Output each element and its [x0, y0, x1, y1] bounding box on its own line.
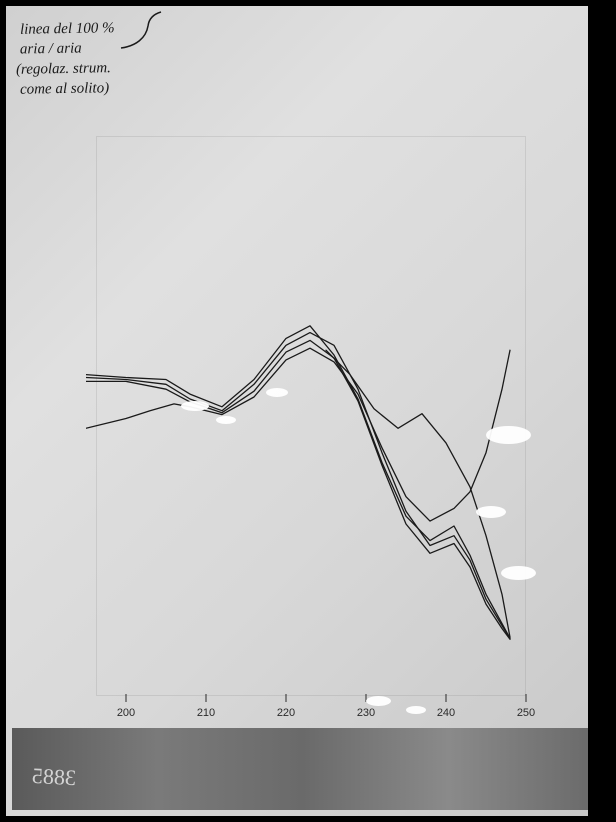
trace-trace1: [86, 326, 510, 639]
x-tick-label: 230: [357, 707, 375, 719]
trace-trace4: [86, 348, 510, 521]
film-bottom-strip: 3885: [12, 728, 594, 810]
spectral-traces: 200 210 220 230 240 250: [86, 106, 566, 726]
emulsion-scratch: [216, 416, 236, 424]
trace-trace3: [86, 340, 510, 639]
emulsion-scratch: [476, 506, 506, 518]
handwritten-note-1: linea del 100 %: [20, 19, 115, 40]
emulsion-scratch: [266, 388, 288, 397]
frame-number: 3885: [31, 763, 76, 791]
handwritten-note-3: (regolaz. strum.: [16, 59, 111, 80]
emulsion-scratch: [501, 566, 536, 580]
emulsion-scratch: [486, 426, 531, 444]
handwritten-note-2: aria / aria: [20, 39, 82, 60]
handwritten-note-4: come al solito): [20, 79, 109, 100]
x-tick-label: 220: [277, 707, 295, 719]
paper-background: linea del 100 % aria / aria (regolaz. st…: [6, 6, 588, 816]
x-tick-label: 200: [117, 707, 135, 719]
film-right-edge: [588, 0, 616, 822]
baseline-squiggle: [116, 8, 266, 108]
emulsion-scratch: [181, 401, 209, 411]
emulsion-scratch: [406, 706, 426, 714]
chart-area: 200 210 220 230 240 250: [86, 106, 566, 726]
x-tick-label: 240: [437, 707, 455, 719]
emulsion-scratch: [366, 696, 391, 706]
x-tick-label: 250: [517, 707, 535, 719]
x-tick-label: 210: [197, 707, 215, 719]
